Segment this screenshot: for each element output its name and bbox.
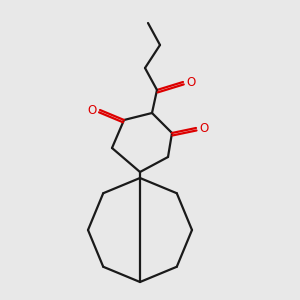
Text: O: O [200,122,208,134]
Text: O: O [87,103,97,116]
Text: O: O [186,76,196,88]
